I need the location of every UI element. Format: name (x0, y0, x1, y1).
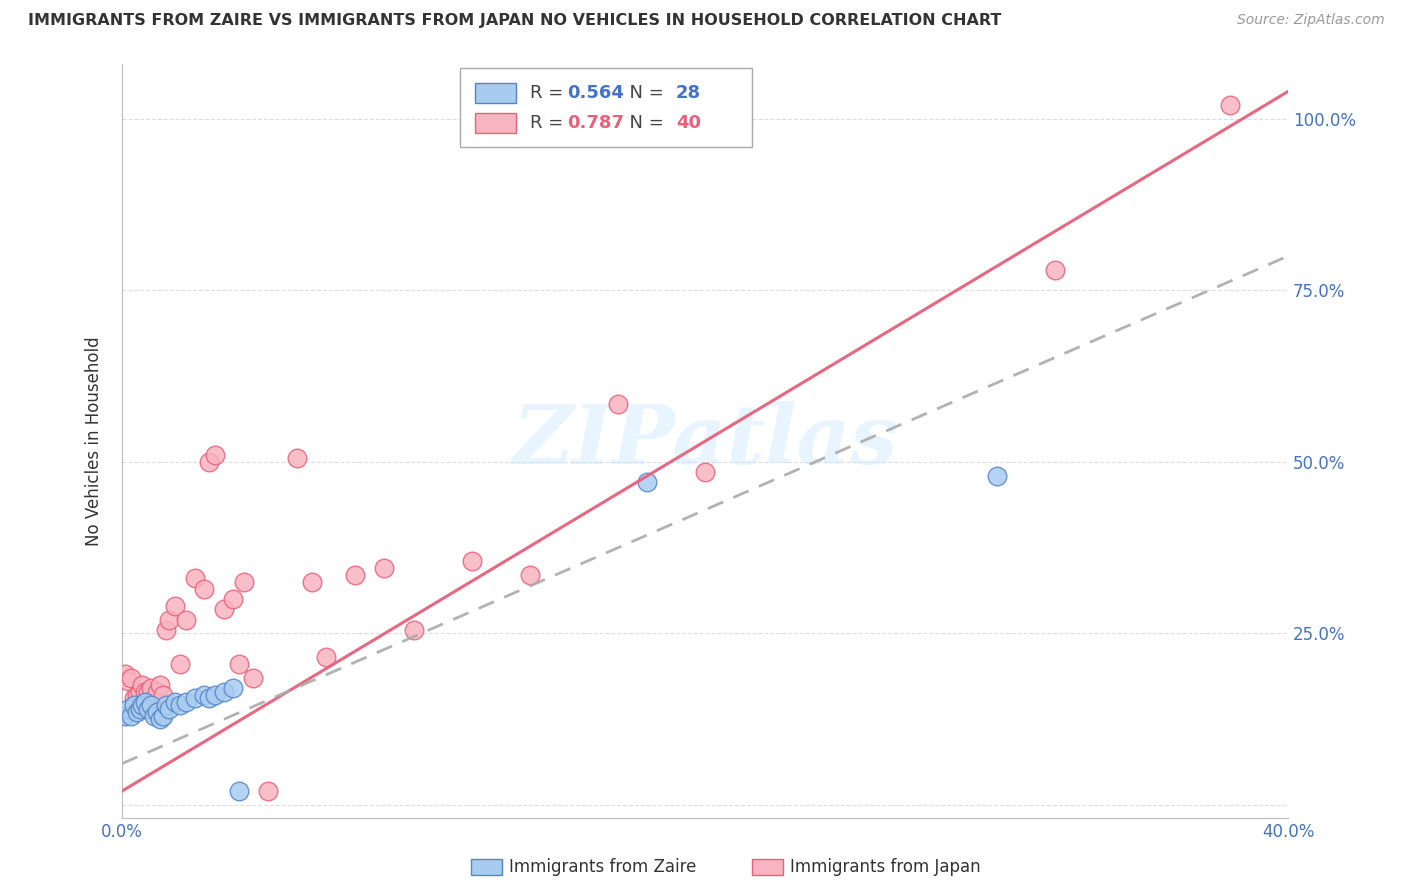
Point (117, 674, 139, 689)
Point (120, 671, 142, 685)
Point (136, 702, 159, 716)
Point (128, 684, 150, 698)
Text: N =: N = (617, 114, 669, 132)
Point (146, 684, 169, 698)
FancyBboxPatch shape (460, 68, 752, 147)
Point (986, 468, 1008, 483)
Point (519, 568, 541, 582)
Text: 0.564: 0.564 (568, 84, 624, 102)
Point (131, 678, 153, 692)
Point (143, 708, 166, 723)
Point (152, 708, 174, 723)
Point (157, 613, 180, 627)
Point (228, 657, 250, 672)
Point (155, 698, 177, 713)
Point (169, 698, 191, 713)
Point (198, 691, 221, 706)
Text: 40: 40 (676, 114, 700, 132)
Y-axis label: No Vehicles in Household: No Vehicles in Household (86, 336, 103, 546)
Point (174, 613, 197, 627)
Point (222, 592, 245, 607)
Point (125, 688, 148, 702)
Point (233, 574, 256, 589)
Point (152, 688, 174, 702)
Point (184, 571, 207, 585)
Point (128, 702, 150, 716)
FancyBboxPatch shape (475, 83, 516, 103)
FancyBboxPatch shape (475, 113, 516, 133)
Point (120, 708, 142, 723)
Point (373, 561, 395, 575)
Point (212, 602, 235, 616)
Text: R =: R = (530, 84, 569, 102)
Point (149, 712, 172, 726)
Text: N =: N = (617, 84, 669, 102)
Point (256, 784, 278, 798)
Point (141, 698, 163, 713)
Point (122, 691, 145, 706)
Point (163, 599, 186, 613)
Point (315, 650, 337, 665)
Point (606, 396, 628, 410)
Point (193, 688, 215, 702)
Point (117, 702, 139, 716)
Text: Immigrants from Japan: Immigrants from Japan (790, 858, 981, 876)
Point (114, 708, 136, 723)
Point (174, 695, 197, 709)
Point (222, 681, 245, 695)
Text: IMMIGRANTS FROM ZAIRE VS IMMIGRANTS FROM JAPAN NO VEHICLES IN HOUSEHOLD CORRELAT: IMMIGRANTS FROM ZAIRE VS IMMIGRANTS FROM… (28, 13, 1001, 29)
Point (114, 667, 136, 681)
Point (461, 554, 484, 568)
Point (242, 671, 264, 685)
Point (1219, 98, 1241, 112)
Point (344, 568, 367, 582)
Point (163, 695, 186, 709)
Point (122, 698, 145, 713)
Point (193, 582, 215, 596)
Text: 28: 28 (676, 84, 702, 102)
Text: 0.787: 0.787 (568, 114, 624, 132)
Point (402, 623, 425, 637)
Point (285, 451, 308, 466)
Point (1043, 262, 1066, 277)
Point (169, 657, 191, 672)
Point (228, 784, 250, 798)
Point (693, 465, 716, 479)
Point (301, 574, 323, 589)
Text: ZIPatlas: ZIPatlas (512, 401, 898, 482)
Point (212, 684, 235, 698)
Point (141, 681, 163, 695)
Point (131, 698, 153, 713)
Text: Immigrants from Zaire: Immigrants from Zaire (509, 858, 696, 876)
Point (155, 623, 177, 637)
Text: R =: R = (530, 114, 569, 132)
Text: Source: ZipAtlas.com: Source: ZipAtlas.com (1237, 13, 1385, 28)
Point (134, 695, 156, 709)
Point (204, 448, 226, 462)
Point (149, 678, 172, 692)
Point (125, 705, 148, 719)
Point (198, 455, 221, 469)
Point (136, 684, 159, 698)
Point (636, 475, 658, 490)
Point (184, 691, 207, 706)
Point (204, 688, 226, 702)
Point (146, 705, 169, 719)
Point (157, 702, 180, 716)
Point (134, 684, 156, 698)
